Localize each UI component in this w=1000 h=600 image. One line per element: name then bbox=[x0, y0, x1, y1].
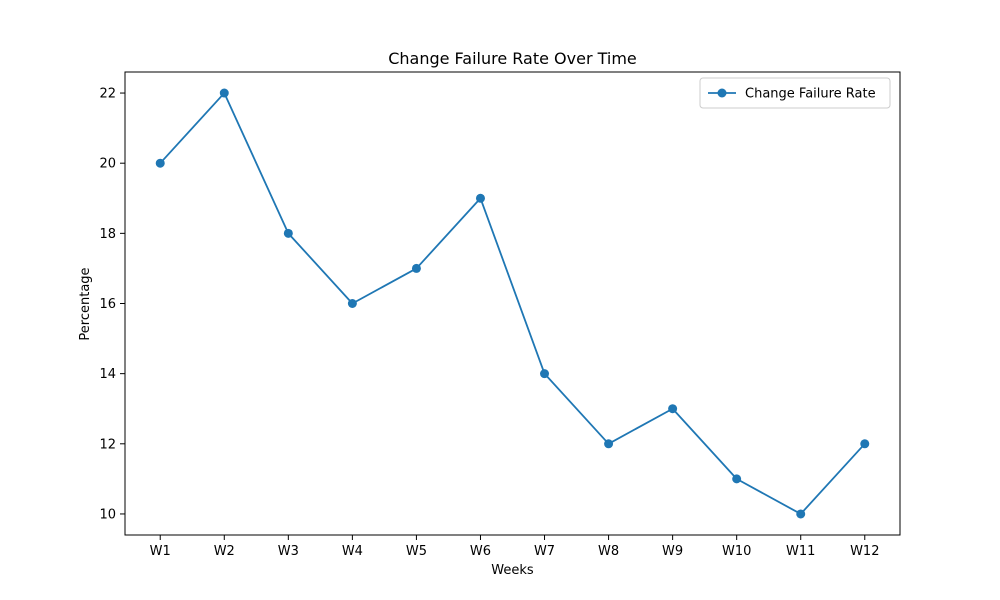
y-tick-label: 16 bbox=[99, 297, 116, 312]
data-point bbox=[732, 474, 742, 484]
x-tick-label: W11 bbox=[786, 544, 815, 559]
data-point bbox=[155, 158, 165, 168]
data-point bbox=[604, 439, 614, 449]
y-tick-label: 10 bbox=[99, 507, 116, 522]
x-tick-label: W4 bbox=[342, 544, 363, 559]
x-tick-label: W1 bbox=[150, 544, 171, 559]
x-tick-label: W6 bbox=[470, 544, 491, 559]
y-tick-label: 20 bbox=[99, 157, 116, 172]
y-tick-label: 14 bbox=[99, 367, 116, 382]
chart-title: Change Failure Rate Over Time bbox=[388, 49, 637, 68]
y-tick-label: 22 bbox=[99, 87, 116, 102]
data-point bbox=[796, 509, 806, 519]
legend-label: Change Failure Rate bbox=[745, 87, 876, 102]
data-point bbox=[411, 263, 421, 273]
x-tick-label: W3 bbox=[278, 544, 299, 559]
plot-area: W1 W2 W3 W4 W5 W6 W7 W8 W9 W10 W11 W12 10 12 14 16 18 20 2… bbox=[99, 71, 901, 559]
y-tick-label: 12 bbox=[99, 437, 116, 452]
legend-marker bbox=[717, 88, 727, 98]
x-tick-label: W7 bbox=[534, 544, 555, 559]
data-point bbox=[540, 369, 550, 379]
x-tick-label: W12 bbox=[850, 544, 879, 559]
data-point bbox=[860, 439, 870, 449]
x-tick-label: W2 bbox=[214, 544, 235, 559]
data-point bbox=[668, 404, 678, 414]
data-point bbox=[475, 193, 485, 203]
series-line bbox=[159, 92, 866, 515]
x-axis-label: Weeks bbox=[491, 563, 534, 578]
y-axis-label: Percentage bbox=[78, 267, 93, 340]
x-tick-label: W8 bbox=[598, 544, 619, 559]
x-tick-label: W10 bbox=[722, 544, 751, 559]
data-point bbox=[219, 88, 229, 98]
data-point bbox=[283, 228, 293, 238]
x-tick-label: W5 bbox=[406, 544, 427, 559]
x-tick-label: W9 bbox=[662, 544, 683, 559]
legend: Change Failure Rate bbox=[699, 77, 891, 109]
data-point bbox=[347, 299, 357, 308]
y-tick-label: 18 bbox=[99, 227, 116, 242]
legend-box bbox=[699, 77, 891, 109]
